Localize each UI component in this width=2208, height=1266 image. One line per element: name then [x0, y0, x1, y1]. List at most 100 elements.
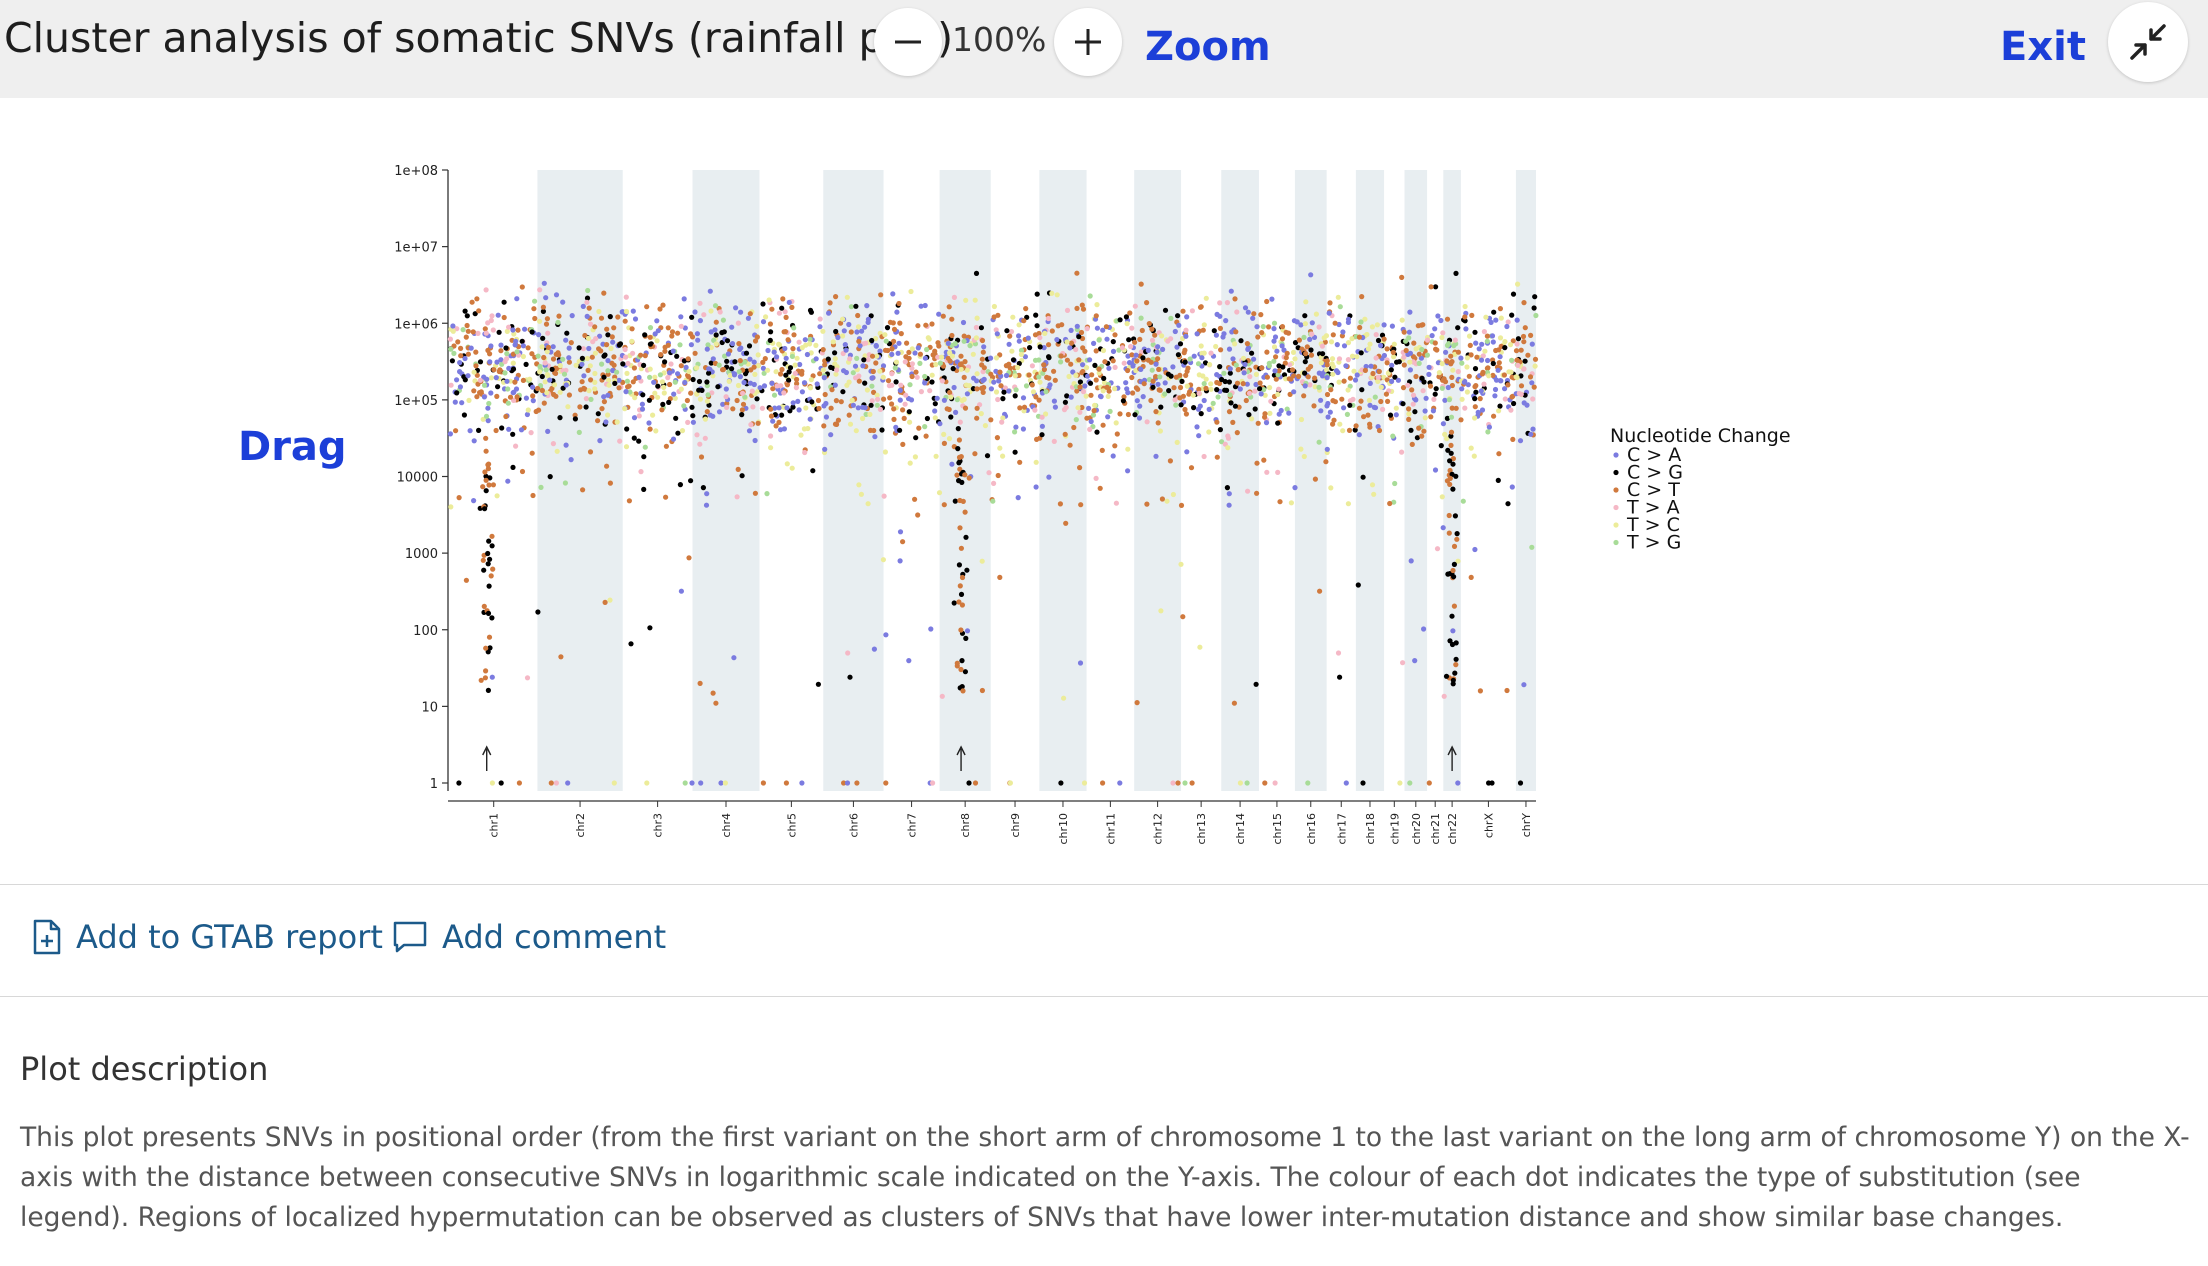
snv-point — [701, 312, 707, 318]
snv-point — [486, 482, 492, 488]
snv-point — [1047, 382, 1053, 388]
y-tick-label: 1 — [430, 777, 438, 792]
snv-point — [1162, 391, 1168, 397]
snv-point — [1343, 780, 1349, 786]
plot-canvas[interactable]: Drag 1 10 100 1000 10000 1e+05 1e+06 1e+07 1e+08… — [0, 98, 2208, 884]
snv-point — [1034, 323, 1040, 329]
snv-point — [499, 425, 505, 431]
snv-point — [1515, 281, 1521, 287]
exit-button[interactable]: Exit — [2000, 24, 2086, 70]
snv-point — [1510, 436, 1516, 442]
snv-point — [1251, 356, 1257, 362]
add-comment-button[interactable]: Add comment — [392, 918, 666, 956]
snv-point — [1491, 413, 1497, 419]
snv-point — [583, 404, 589, 410]
snv-point — [641, 486, 647, 492]
snv-point — [871, 646, 878, 652]
snv-point — [1259, 365, 1265, 371]
snv-point — [1254, 460, 1260, 466]
snv-point — [1507, 342, 1514, 348]
snv-point — [1117, 317, 1123, 323]
snv-point — [1271, 326, 1277, 332]
snv-point — [498, 357, 504, 363]
snv-point — [779, 412, 785, 418]
snv-point — [1064, 307, 1071, 313]
snv-point — [944, 406, 950, 412]
snv-point — [588, 396, 594, 402]
snv-point — [1509, 394, 1515, 400]
snv-point — [1140, 355, 1146, 361]
snv-point — [1422, 408, 1428, 414]
snv-point — [1187, 356, 1193, 362]
snv-point — [907, 460, 913, 466]
snv-point — [1092, 402, 1098, 408]
snv-point — [614, 369, 620, 375]
snv-point — [1403, 338, 1409, 344]
snv-point — [1389, 323, 1395, 329]
snv-point — [1477, 688, 1483, 694]
snv-point — [540, 308, 547, 314]
snv-point — [1351, 368, 1357, 374]
snv-point — [561, 371, 568, 377]
snv-point — [1223, 318, 1229, 324]
zoom-in-button[interactable] — [1054, 8, 1122, 76]
snv-point — [823, 414, 830, 420]
snv-point — [1359, 294, 1365, 300]
snv-point — [1117, 411, 1123, 417]
snv-point — [916, 425, 922, 431]
snv-point — [1448, 353, 1454, 359]
snv-point — [1345, 501, 1351, 507]
snv-point — [999, 419, 1005, 425]
snv-point — [1462, 405, 1468, 411]
zoom-out-button[interactable] — [874, 8, 942, 76]
snv-point — [536, 332, 542, 338]
snv-point — [1484, 333, 1490, 339]
snv-point — [1504, 323, 1510, 330]
snv-point — [1463, 326, 1469, 332]
snv-point — [1340, 428, 1346, 434]
snv-point — [550, 356, 557, 362]
snv-point — [1401, 329, 1407, 335]
snv-point — [1173, 402, 1179, 408]
snv-point — [869, 353, 876, 359]
snv-point — [560, 299, 566, 305]
x-tick-label: chr2 — [574, 813, 587, 838]
snv-point — [663, 443, 670, 449]
add-report-button[interactable]: Add to GTAB report — [32, 918, 383, 956]
snv-point — [1259, 330, 1265, 336]
snv-point — [1387, 412, 1394, 418]
snv-point — [641, 454, 647, 460]
snv-point — [1370, 370, 1376, 377]
snv-point — [1230, 419, 1236, 425]
x-tick-label: chr19 — [1388, 813, 1401, 845]
snv-point — [698, 454, 705, 460]
snv-point — [1450, 461, 1456, 467]
snv-point — [1057, 501, 1063, 507]
snv-point — [1264, 469, 1270, 475]
exit-fullscreen-button[interactable] — [2108, 2, 2188, 82]
snv-point — [755, 420, 761, 426]
snv-point — [855, 312, 861, 319]
snv-point — [662, 359, 668, 365]
snv-point — [962, 405, 969, 411]
snv-point — [485, 550, 491, 557]
snv-point — [1132, 412, 1138, 418]
snv-point — [895, 350, 901, 356]
snv-point — [1502, 345, 1508, 351]
snv-point — [1496, 408, 1502, 414]
snv-point — [743, 371, 749, 377]
snv-point — [1481, 329, 1487, 335]
snv-point — [495, 312, 501, 318]
snv-points — [447, 270, 1539, 786]
snv-point — [1532, 356, 1539, 362]
snv-point — [945, 340, 951, 346]
snv-point — [697, 680, 703, 687]
snv-point — [1196, 386, 1202, 392]
snv-point — [1365, 346, 1372, 352]
snv-point — [1252, 406, 1258, 412]
snv-point — [939, 378, 946, 384]
snv-point — [951, 294, 958, 300]
snv-point — [1232, 296, 1238, 302]
snv-point — [1197, 644, 1203, 650]
snv-point — [584, 299, 590, 305]
